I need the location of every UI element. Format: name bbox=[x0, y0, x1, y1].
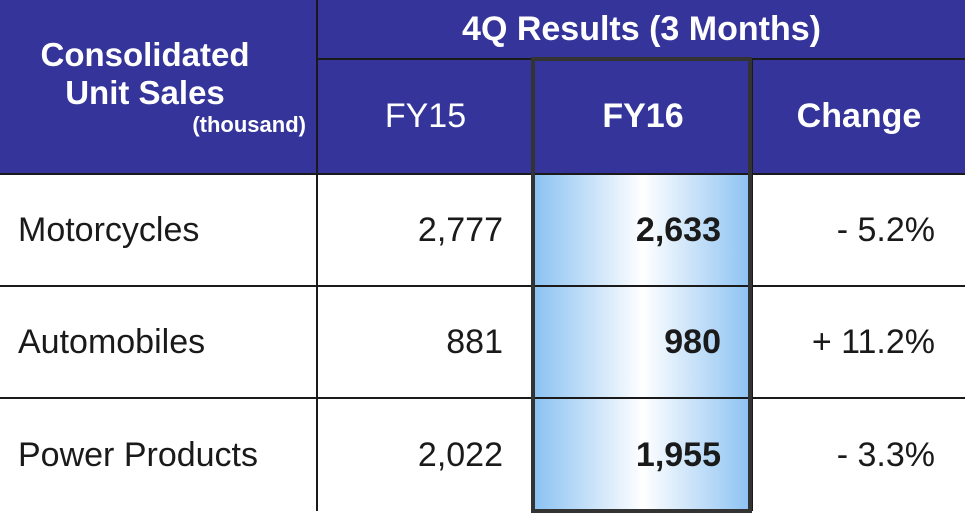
table-cell: - 5.2% bbox=[753, 175, 965, 285]
corner-unit: (thousand) bbox=[192, 111, 306, 137]
table-cell: 980 bbox=[535, 287, 751, 397]
row-label: Power Products bbox=[0, 399, 316, 511]
group-header: 4Q Results (3 Months) bbox=[318, 0, 965, 58]
corner-header: Consolidated Unit Sales (thousand) bbox=[0, 0, 316, 173]
table-cell: 2,777 bbox=[318, 175, 533, 285]
table-cell: - 3.3% bbox=[753, 399, 965, 511]
row-label: Automobiles bbox=[0, 287, 316, 397]
column-header: FY16 bbox=[535, 60, 751, 173]
table-cell: 881 bbox=[318, 287, 533, 397]
corner-title: Consolidated Unit Sales bbox=[40, 35, 250, 111]
table-cell: 1,955 bbox=[535, 399, 751, 511]
table-cell: + 11.2% bbox=[753, 287, 965, 397]
row-label: Motorcycles bbox=[0, 175, 316, 285]
table-cell: 2,633 bbox=[535, 175, 751, 285]
column-header: Change bbox=[753, 60, 965, 173]
table-cell: 2,022 bbox=[318, 399, 533, 511]
column-header: FY15 bbox=[318, 60, 533, 173]
